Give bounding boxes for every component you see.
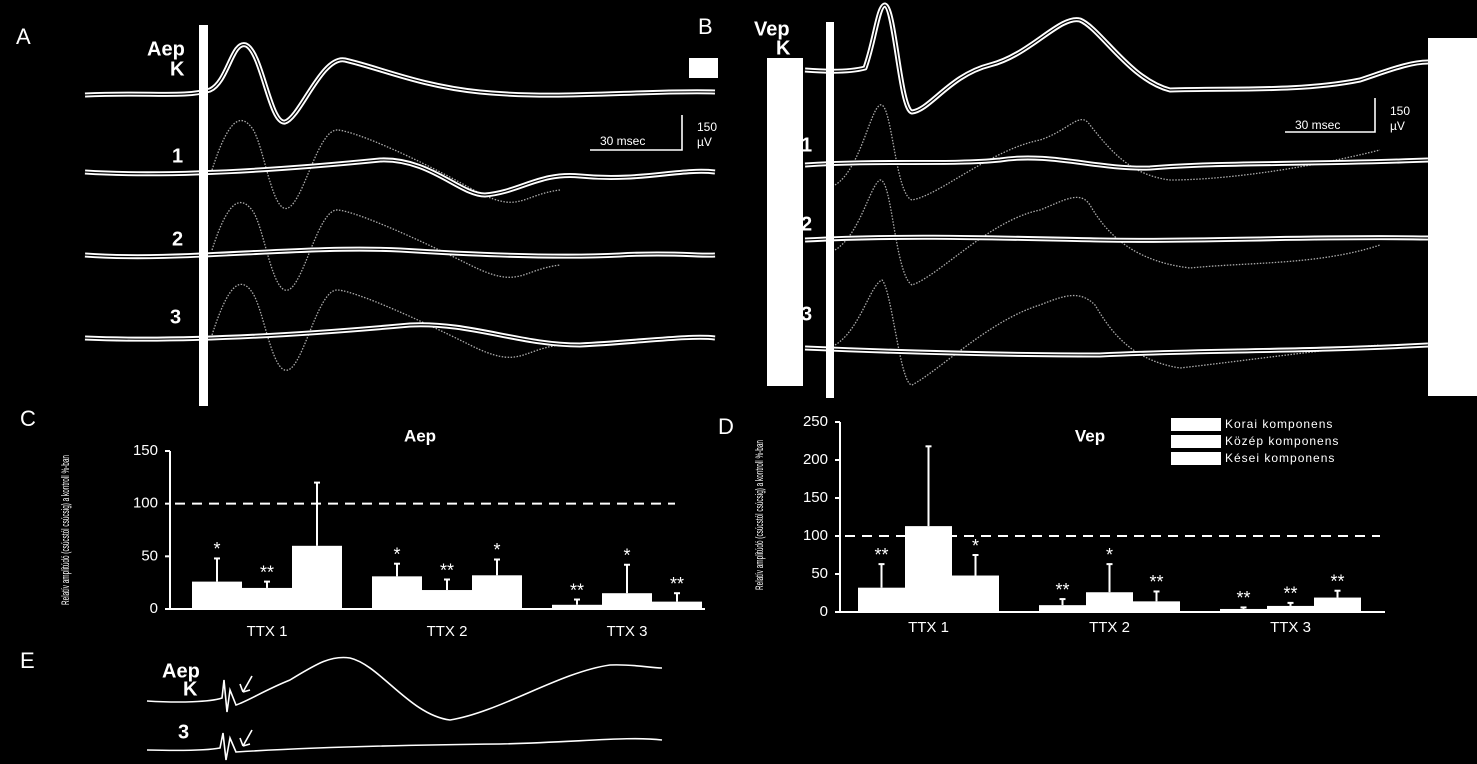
trace-label: 2 (172, 228, 183, 250)
bar (192, 581, 242, 609)
trace-label: 3 (801, 303, 812, 325)
trace-label: Vep (754, 18, 790, 40)
chart-title: Aep (404, 426, 436, 445)
trace-label: Aep (147, 38, 185, 60)
bar (422, 590, 472, 609)
bar (552, 604, 602, 609)
trace-label: K (170, 58, 185, 80)
panel-label: A (16, 24, 31, 49)
bar (858, 587, 905, 612)
significance-label: ** (1283, 584, 1297, 604)
significance-label: * (493, 540, 500, 560)
panel-label: D (718, 414, 734, 439)
significance-label: * (972, 536, 979, 556)
chart-title: Vep (1075, 426, 1105, 445)
x-tick-label: TTX 1 (247, 623, 288, 640)
scale-amplitude: 150 (1390, 104, 1410, 118)
scale-unit: µV (1390, 119, 1405, 133)
y-tick-label: 0 (150, 600, 158, 617)
significance-label: ** (1055, 580, 1069, 600)
bar (472, 575, 522, 609)
bar (372, 576, 422, 609)
bar (1086, 592, 1133, 612)
y-tick-label: 200 (803, 451, 828, 468)
trace-label: 2 (801, 213, 812, 235)
bar (905, 526, 952, 612)
panel-label: B (698, 14, 713, 39)
scale-time: 30 msec (600, 134, 645, 148)
trace-label: 3 (178, 721, 189, 743)
bar (1267, 605, 1314, 612)
scale-time: 30 msec (1295, 118, 1340, 132)
bar (242, 587, 292, 609)
legend-label: Közép komponens (1225, 434, 1339, 448)
trace-label: 3 (170, 306, 181, 328)
significance-label: * (1106, 545, 1113, 565)
significance-label: * (213, 539, 220, 559)
significance-label: ** (260, 562, 274, 582)
y-tick-label: 100 (133, 495, 158, 512)
significance-label: ** (670, 574, 684, 594)
y-tick-label: 50 (141, 547, 158, 564)
panel-b-traces (767, 2, 1477, 398)
y-tick-label: 250 (803, 413, 828, 430)
bar (1039, 605, 1086, 612)
y-tick-label: 50 (811, 565, 828, 582)
y-tick-label: 100 (803, 527, 828, 544)
panel-a-traces (84, 25, 718, 406)
bar (292, 545, 342, 609)
significance-label: ** (874, 545, 888, 565)
bar (602, 593, 652, 609)
legend-label: Kései komponens (1225, 451, 1335, 465)
x-tick-label: TTX 2 (427, 623, 468, 640)
y-tick-label: 0 (820, 603, 828, 620)
significance-label: * (623, 546, 630, 566)
bar (652, 601, 702, 609)
scale-unit: µV (697, 135, 712, 149)
trace-label: 1 (172, 145, 183, 167)
legend-swatch (1171, 452, 1221, 465)
bar (1220, 608, 1267, 612)
significance-label: ** (570, 580, 584, 600)
significance-label: ** (1149, 572, 1163, 592)
y-axis-label: Relatív amplitúdó (csúcstól csúcsig) a k… (60, 455, 72, 605)
significance-label: ** (1330, 571, 1344, 591)
panel-e-traces (146, 656, 663, 761)
x-tick-label: TTX 1 (908, 619, 949, 636)
bar (952, 575, 999, 612)
panel-label: C (20, 406, 36, 431)
significance-label: ** (440, 560, 454, 580)
significance-label: * (393, 544, 400, 564)
bar (1133, 601, 1180, 612)
x-tick-label: TTX 3 (1270, 619, 1311, 636)
legend-swatch (1171, 435, 1221, 448)
y-tick-label: 150 (803, 489, 828, 506)
y-axis-label: Relatív amplitúdó (csúcstól csúcsig) a k… (754, 440, 766, 590)
panel-label: E (20, 648, 35, 673)
scale-amplitude: 150 (697, 120, 717, 134)
legend-swatch (1171, 418, 1221, 431)
significance-label: ** (1236, 588, 1250, 608)
trace-label: 1 (801, 134, 812, 156)
trace-label: K (776, 37, 791, 59)
y-tick-label: 150 (133, 442, 158, 459)
legend-label: Korai komponens (1225, 417, 1333, 431)
x-tick-label: TTX 2 (1089, 619, 1130, 636)
trace-label: K (183, 678, 198, 700)
trace-label: Aep (162, 660, 200, 682)
x-tick-label: TTX 3 (607, 623, 648, 640)
bar (1314, 597, 1361, 612)
